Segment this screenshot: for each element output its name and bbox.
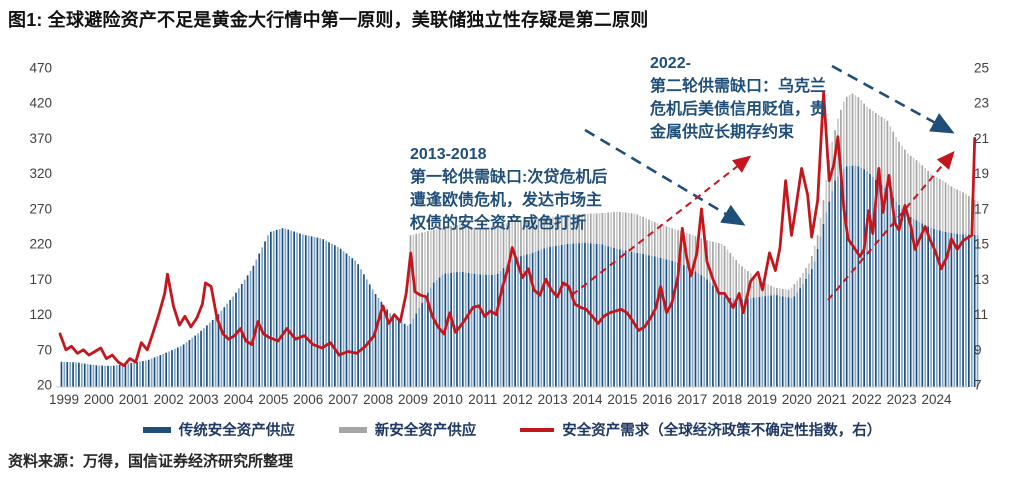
svg-text:2005: 2005 xyxy=(258,392,288,407)
svg-text:13: 13 xyxy=(974,272,989,287)
svg-text:2011: 2011 xyxy=(468,392,497,407)
svg-text:170: 170 xyxy=(29,272,52,287)
svg-text:2022: 2022 xyxy=(852,392,882,407)
svg-text:2017: 2017 xyxy=(677,392,707,407)
legend-item-demand: 安全资产需求（全球经济政策不确定性指数，右） xyxy=(520,419,881,440)
svg-text:21: 21 xyxy=(974,131,989,146)
svg-text:23: 23 xyxy=(974,96,989,111)
annotation-gap1-line2: 第一轮供需缺口:次贷危机后 xyxy=(410,169,608,186)
svg-text:2001: 2001 xyxy=(119,392,149,407)
svg-text:2010: 2010 xyxy=(433,392,463,407)
gap2-demand-up-arrow xyxy=(827,150,955,301)
legend-label: 安全资产需求（全球经济政策不确定性指数，右） xyxy=(562,423,882,439)
annotation-arrows xyxy=(571,64,955,301)
svg-text:320: 320 xyxy=(29,166,52,181)
figure-title: 图1: 全球避险资产不足是黄金大行情中第一原则，美联储独立性存疑是第二原则 xyxy=(8,10,649,30)
annotation-gap1: 2013-2018 第一轮供需缺口:次贷危机后 遭逢欧债危机，发达市场主 权债的… xyxy=(410,143,607,235)
new-supply-swatch xyxy=(338,426,367,433)
svg-text:2020: 2020 xyxy=(782,392,812,407)
svg-text:17: 17 xyxy=(974,201,989,216)
annotation-gap2: 2022- 第二轮供需缺口：乌克兰 危机后美债信用贬值，贵 金属供应长期存约束 xyxy=(650,52,826,144)
svg-text:2023: 2023 xyxy=(887,392,917,407)
annotation-gap1-line1: 2013-2018 xyxy=(410,146,487,163)
svg-text:270: 270 xyxy=(29,201,52,216)
svg-text:2013: 2013 xyxy=(538,392,568,407)
svg-text:25: 25 xyxy=(974,61,989,76)
annotation-gap2-line3: 危机后美债信用贬值，贵 xyxy=(650,101,827,118)
svg-text:70: 70 xyxy=(37,342,52,357)
svg-text:19: 19 xyxy=(974,166,989,181)
svg-text:2015: 2015 xyxy=(607,392,637,407)
annotation-gap2-line2: 第二轮供需缺口：乌克兰 xyxy=(650,78,827,95)
svg-text:220: 220 xyxy=(29,237,52,252)
svg-text:2007: 2007 xyxy=(328,392,358,407)
annotation-gap1-line3: 遭逢欧债危机，发达市场主 xyxy=(410,192,603,209)
axis-layer: 470 420 370 320 270 220 170 120 70 20 25 23 21 19 17 15… xyxy=(29,61,989,408)
svg-text:7: 7 xyxy=(974,378,982,393)
supply-bars-layer xyxy=(60,93,979,387)
svg-text:20: 20 xyxy=(37,378,52,393)
svg-text:2024: 2024 xyxy=(921,392,952,407)
svg-text:2002: 2002 xyxy=(154,392,184,407)
traditional-supply-swatch xyxy=(142,426,171,433)
svg-text:2003: 2003 xyxy=(189,392,219,407)
svg-text:2016: 2016 xyxy=(642,392,672,407)
svg-text:470: 470 xyxy=(29,61,52,76)
legend-item-traditional-supply: 传统安全资产供应 xyxy=(142,419,295,440)
svg-text:2019: 2019 xyxy=(747,392,777,407)
legend-label: 新安全资产供应 xyxy=(374,423,477,439)
annotation-gap1-line4: 权债的安全资产成色打折 xyxy=(410,215,587,232)
svg-text:11: 11 xyxy=(974,307,988,322)
annotation-gap2-line1: 2022- xyxy=(650,55,691,72)
svg-text:370: 370 xyxy=(29,131,52,146)
legend: 传统安全资产供应 新安全资产供应 安全资产需求（全球经济政策不确定性指数，右） xyxy=(0,419,1024,440)
svg-text:1999: 1999 xyxy=(49,392,79,407)
svg-text:2021: 2021 xyxy=(817,392,847,407)
legend-item-new-supply: 新安全资产供应 xyxy=(338,419,477,440)
demand-line-swatch xyxy=(520,427,555,432)
svg-text:2012: 2012 xyxy=(503,392,533,407)
svg-text:2014: 2014 xyxy=(572,392,603,407)
svg-text:2000: 2000 xyxy=(84,392,114,407)
svg-text:2006: 2006 xyxy=(293,392,323,407)
gap1-demand-up-arrow xyxy=(571,155,752,296)
legend-label: 传统安全资产供应 xyxy=(178,423,295,439)
svg-text:15: 15 xyxy=(974,237,989,252)
gap1-supply-down-arrow xyxy=(584,128,746,226)
svg-text:2008: 2008 xyxy=(363,392,393,407)
svg-text:2004: 2004 xyxy=(223,392,254,407)
annotation-gap2-line4: 金属供应长期存约束 xyxy=(650,124,795,141)
svg-text:9: 9 xyxy=(974,342,982,357)
gap2-supply-down-arrow xyxy=(831,64,955,134)
demand-line xyxy=(58,91,977,368)
source-note: 资料来源：万得，国信证券经济研究所整理 xyxy=(8,453,294,470)
svg-text:120: 120 xyxy=(29,307,52,322)
svg-text:2018: 2018 xyxy=(712,392,742,407)
svg-text:2009: 2009 xyxy=(398,392,428,407)
svg-text:420: 420 xyxy=(29,96,52,111)
